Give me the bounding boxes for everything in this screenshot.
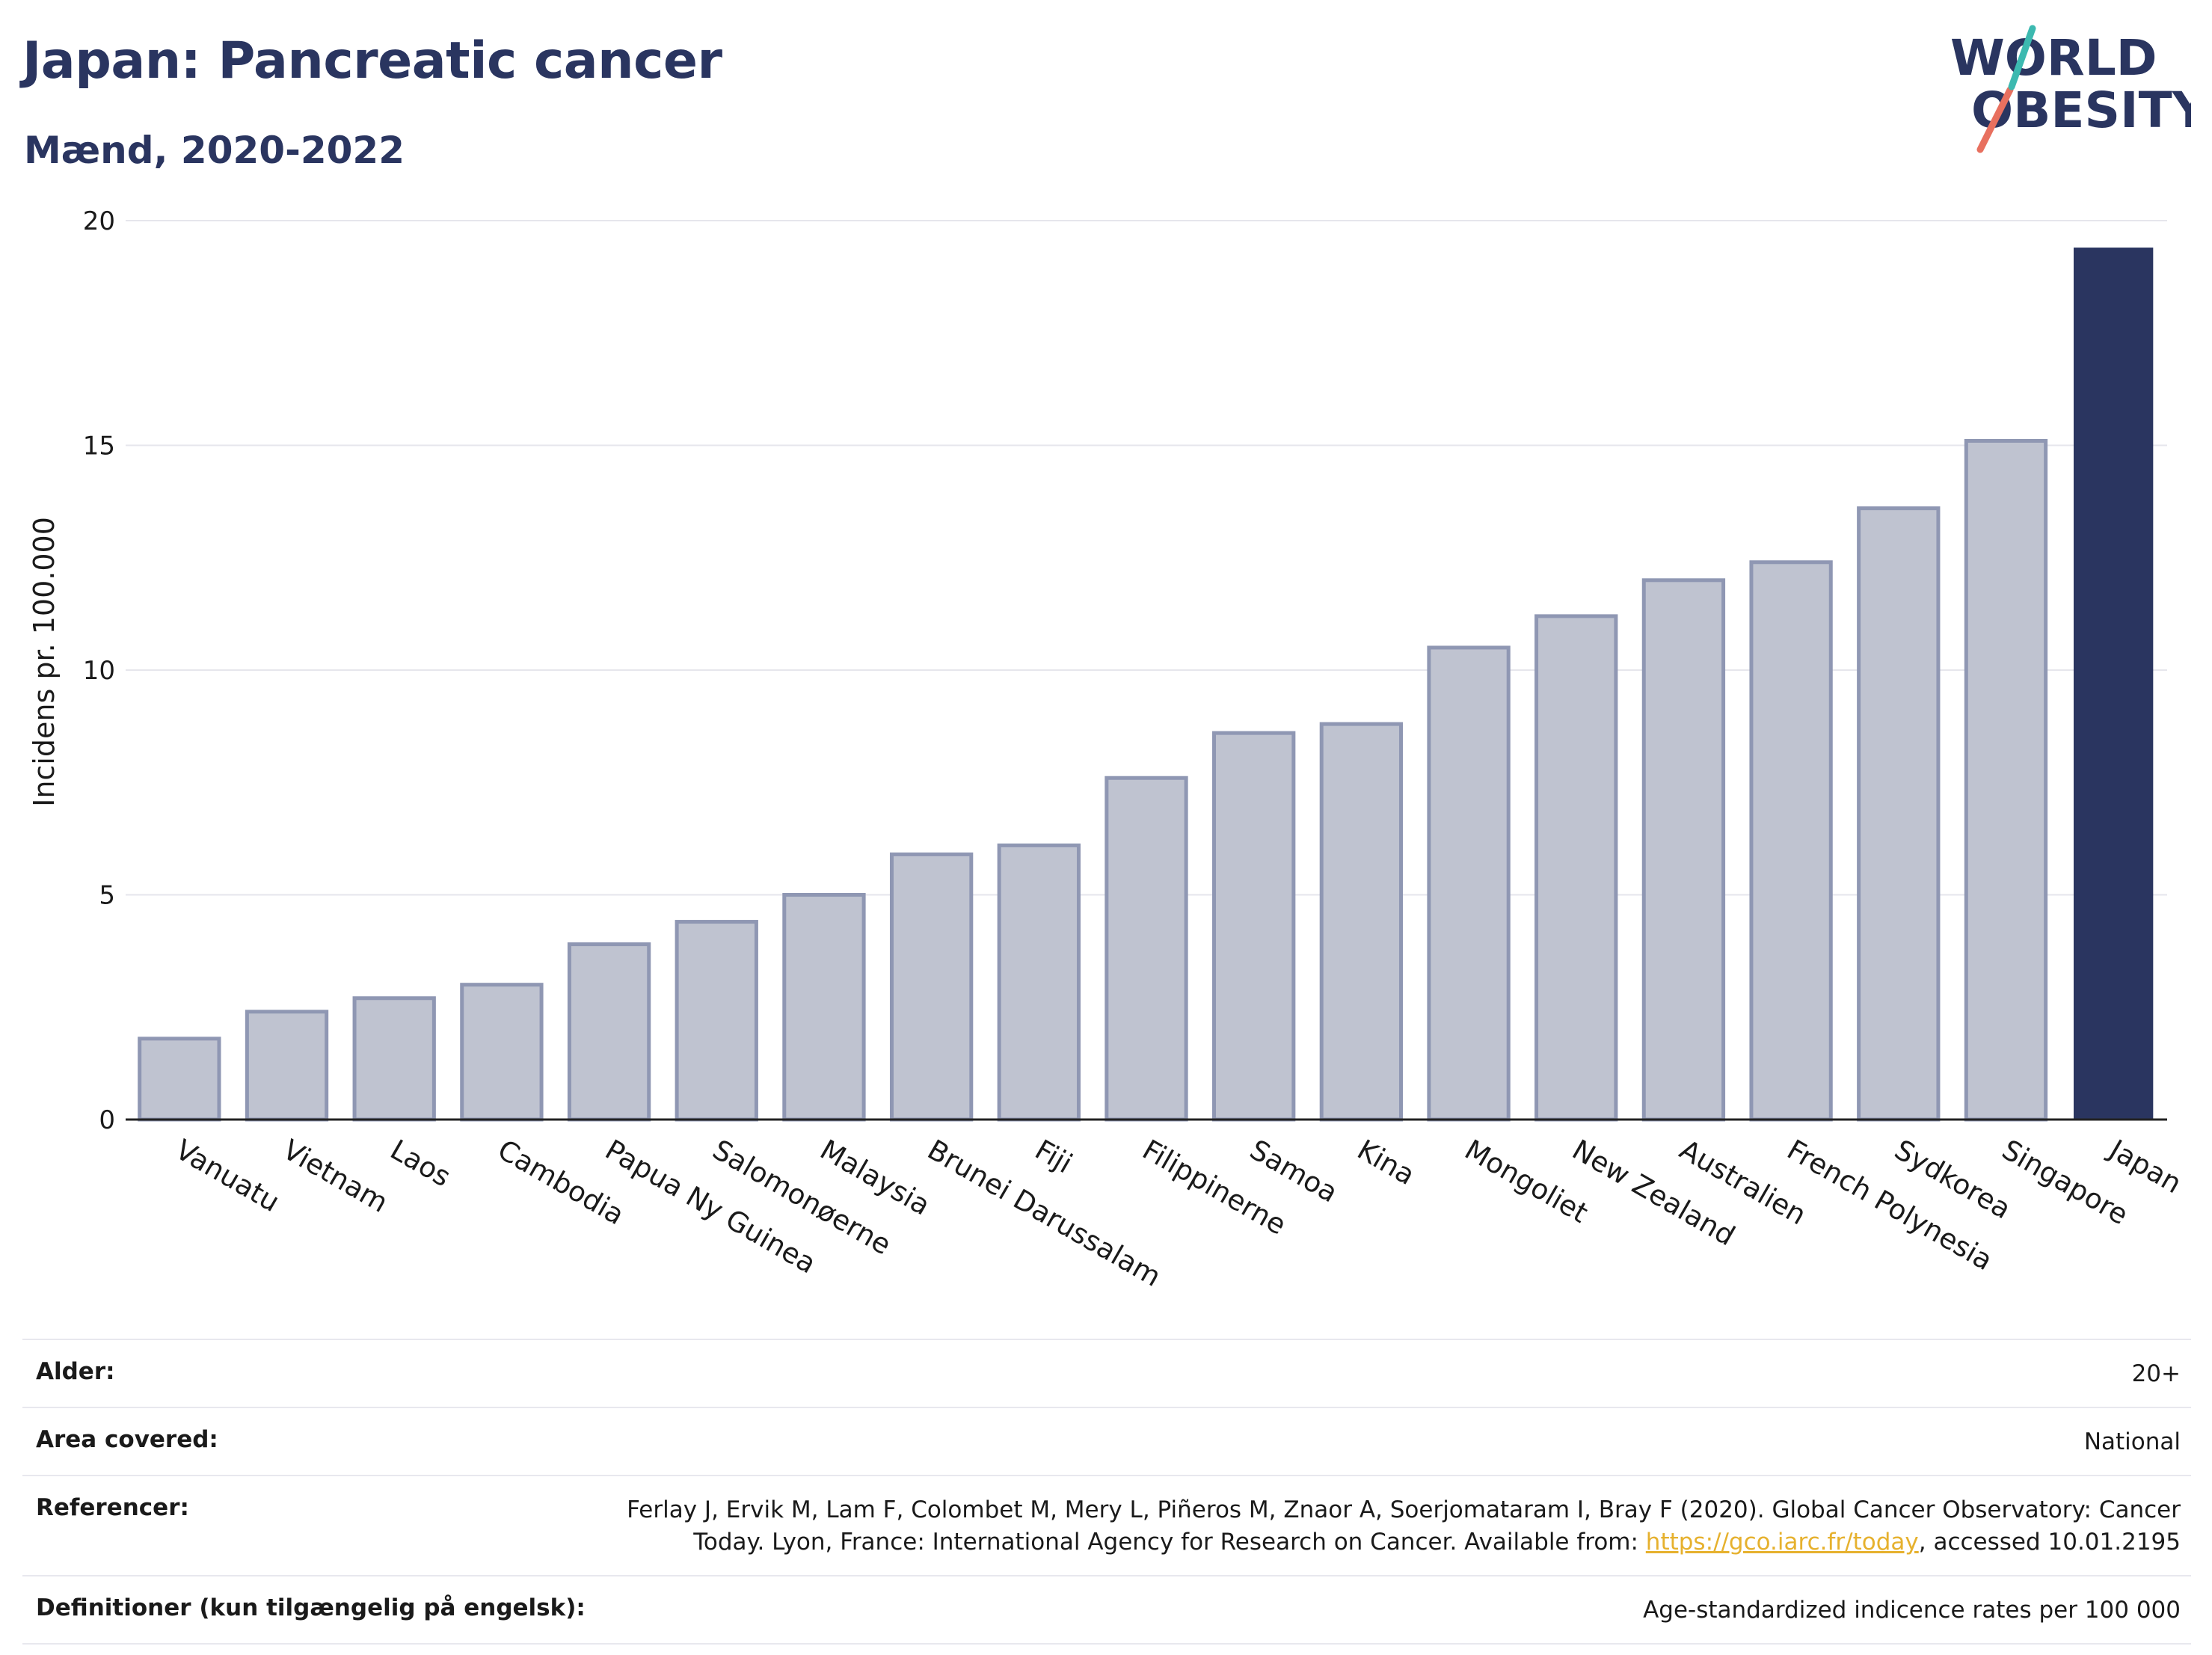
y-tick-label: 0 — [99, 1105, 115, 1135]
info-table: Alder: 20+ Area covered: National Refere… — [22, 1339, 2191, 1645]
bar-french-polynesia[interactable] — [1749, 560, 1833, 1122]
bar-australien[interactable] — [1641, 578, 1726, 1122]
bar-mongoliet[interactable] — [1427, 645, 1511, 1122]
bar-singapore[interactable] — [1964, 438, 2048, 1122]
y-tick-label: 5 — [99, 881, 115, 911]
y-tick-label: 10 — [83, 656, 115, 686]
x-tick-label: Mongoliet — [1460, 1134, 1594, 1229]
bar-filippinerne[interactable] — [1105, 776, 1188, 1122]
bar-sydkorea[interactable] — [1857, 506, 1941, 1122]
info-row-references: Referencer: Ferlay J, Ervik M, Lam F, Co… — [22, 1475, 2191, 1575]
world-obesity-logo: WORLD OBESITY — [1950, 25, 2191, 153]
bar-kina[interactable] — [1319, 722, 1404, 1122]
info-value: Ferlay J, Ervik M, Lam F, Colombet M, Me… — [558, 1494, 2181, 1559]
x-tick-label: Japan — [2103, 1133, 2187, 1200]
bar-vietnam[interactable] — [245, 1010, 329, 1122]
bar-salomon-erne[interactable] — [675, 920, 758, 1122]
bar-laos[interactable] — [352, 996, 436, 1122]
bars — [138, 248, 2154, 1122]
x-tick-label: Laos — [385, 1134, 456, 1194]
bar-brunei-darussalam[interactable] — [889, 852, 974, 1122]
info-key: Alder: — [36, 1358, 115, 1385]
chart-title: Japan: Pancreatic cancer — [22, 31, 722, 90]
x-tick-label: Kina — [1352, 1134, 1420, 1192]
info-key: Definitioner (kun tilgængelig på engelsk… — [36, 1594, 586, 1621]
x-tick-label: Vietnam — [277, 1134, 393, 1219]
info-value: Age-standardized indicence rates per 100… — [1643, 1597, 2181, 1624]
axes: 0 5 10 15 20 — [83, 206, 2167, 1135]
bar-fiji[interactable] — [997, 843, 1081, 1122]
y-axis-label: Incidens pr. 100.000 — [28, 517, 61, 807]
bar-cambodia[interactable] — [460, 983, 544, 1122]
info-value: National — [2083, 1428, 2181, 1455]
bar-japan[interactable] — [2073, 248, 2154, 1120]
info-key: Referencer: — [36, 1494, 189, 1521]
y-tick-label: 20 — [83, 206, 115, 236]
bar-samoa[interactable] — [1212, 731, 1296, 1122]
x-tick-label: Vanuatu — [170, 1134, 285, 1219]
x-tick-label: Fiji — [1030, 1134, 1078, 1180]
reference-accessed: , accessed 10.01.2195 — [1918, 1529, 2181, 1556]
info-key: Area covered: — [36, 1426, 218, 1453]
info-value: 20+ — [2131, 1360, 2181, 1387]
bar-vanuatu[interactable] — [138, 1037, 221, 1122]
bar-papua-ny-guinea[interactable] — [567, 942, 651, 1122]
reference-link[interactable]: https://gco.iarc.fr/today — [1645, 1529, 1919, 1556]
info-row-definitions: Definitioner (kun tilgængelig på engelsk… — [22, 1575, 2191, 1645]
bar-malaysia[interactable] — [782, 893, 866, 1122]
info-row-age: Alder: 20+ — [22, 1339, 2191, 1407]
reference-text: Ferlay J, Ervik M, Lam F, Colombet M, Me… — [627, 1496, 2181, 1556]
info-row-area: Area covered: National — [22, 1407, 2191, 1475]
chart-subtitle: Mænd, 2020-2022 — [24, 129, 405, 172]
logo-line-1: WORLD — [1950, 29, 2157, 87]
y-tick-label: 15 — [83, 432, 115, 461]
bar-new-zealand[interactable] — [1534, 614, 1618, 1122]
